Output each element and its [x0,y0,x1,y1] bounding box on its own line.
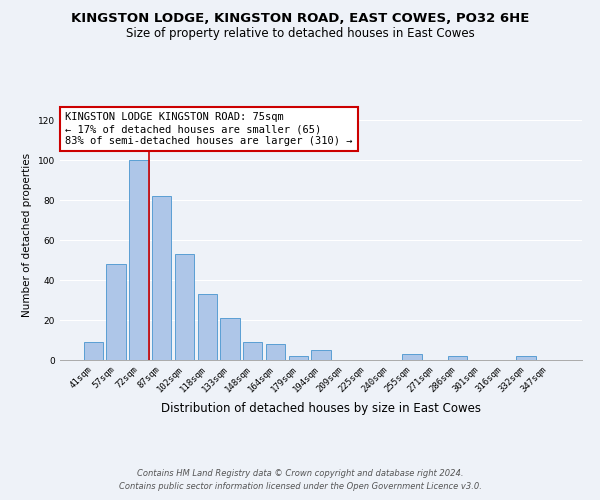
Text: KINGSTON LODGE KINGSTON ROAD: 75sqm
← 17% of detached houses are smaller (65)
83: KINGSTON LODGE KINGSTON ROAD: 75sqm ← 17… [65,112,353,146]
Bar [266,344,285,360]
Bar [84,342,103,360]
Bar [243,342,262,360]
Bar [175,254,194,360]
Y-axis label: Number of detached properties: Number of detached properties [22,153,32,317]
Bar [197,294,217,360]
Bar [289,356,308,360]
Bar [448,356,467,360]
Bar [106,264,126,360]
Text: Size of property relative to detached houses in East Cowes: Size of property relative to detached ho… [125,28,475,40]
Bar [129,160,149,360]
Text: KINGSTON LODGE, KINGSTON ROAD, EAST COWES, PO32 6HE: KINGSTON LODGE, KINGSTON ROAD, EAST COWE… [71,12,529,26]
Bar [516,356,536,360]
Bar [311,350,331,360]
Text: Contains public sector information licensed under the Open Government Licence v3: Contains public sector information licen… [119,482,481,491]
Bar [152,196,172,360]
X-axis label: Distribution of detached houses by size in East Cowes: Distribution of detached houses by size … [161,402,481,415]
Bar [403,354,422,360]
Text: Contains HM Land Registry data © Crown copyright and database right 2024.: Contains HM Land Registry data © Crown c… [137,468,463,477]
Bar [220,318,239,360]
